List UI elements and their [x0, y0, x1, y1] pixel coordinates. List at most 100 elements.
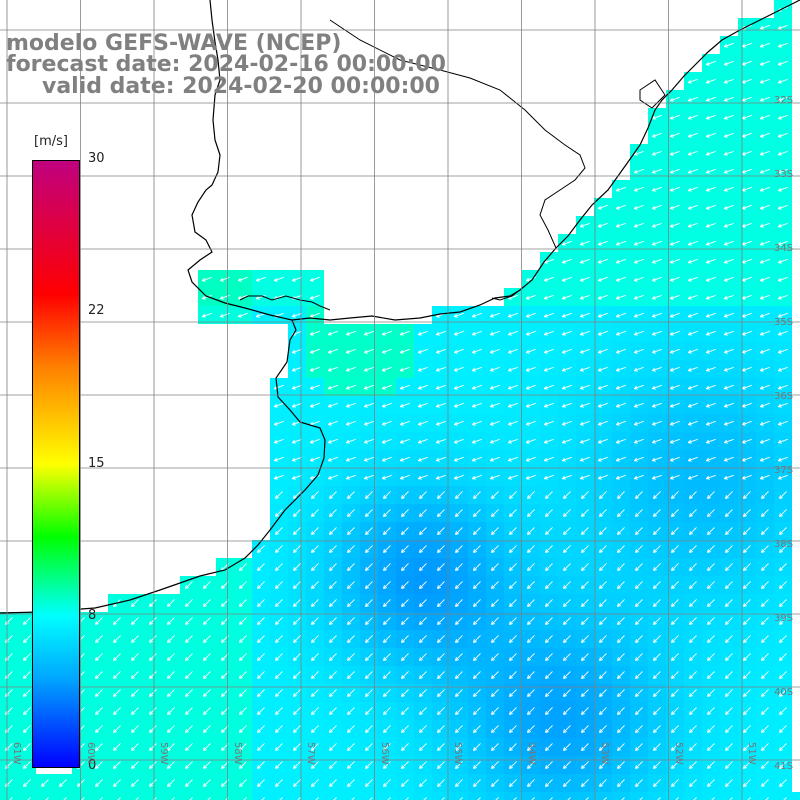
wind-arrow	[688, 258, 698, 264]
wind-arrow-head	[725, 657, 727, 661]
wind-arrow-head	[779, 551, 783, 553]
wind-arrow-head	[131, 729, 133, 733]
wind-arrow-head	[580, 262, 584, 264]
wind-arrow	[310, 276, 320, 282]
wind-arrow	[292, 402, 302, 408]
wind-arrow-head	[149, 713, 153, 715]
wind-arrow-head	[525, 403, 529, 408]
wind-arrow-head	[383, 713, 387, 715]
wind-arrow	[724, 294, 734, 300]
wind-arrow-head	[617, 749, 621, 751]
wind-arrow-head	[383, 549, 385, 553]
wind-arrow-head	[671, 531, 673, 535]
wind-arrow	[364, 420, 374, 426]
wind-arrow-head	[23, 767, 27, 769]
wind-arrow	[562, 438, 572, 444]
wind-arrow-head	[598, 244, 602, 246]
wind-arrow-head	[761, 657, 763, 661]
wind-arrow	[310, 420, 320, 426]
wind-arrow	[113, 707, 121, 715]
wind-arrow-head	[651, 151, 655, 156]
wind-arrow-head	[329, 713, 333, 715]
wind-arrow-head	[382, 442, 386, 444]
field-cell	[522, 792, 540, 800]
wind-arrow-head	[707, 711, 709, 715]
wind-arrow	[311, 563, 319, 571]
wind-arrow-head	[113, 675, 115, 679]
wind-arrow-head	[525, 313, 529, 318]
wind-arrow-head	[669, 97, 673, 102]
wind-arrow	[783, 797, 787, 800]
wind-arrow	[670, 456, 680, 462]
wind-arrow	[653, 599, 661, 607]
wind-arrow	[657, 797, 661, 800]
wind-arrow-head	[401, 495, 403, 499]
wind-arrow-head	[419, 639, 421, 643]
wind-arrow-head	[473, 623, 477, 625]
wind-arrow	[527, 671, 535, 679]
wind-arrow-head	[761, 677, 765, 679]
wind-arrow	[455, 725, 463, 733]
wind-arrow	[99, 797, 103, 800]
wind-arrow	[364, 438, 374, 444]
wind-arrow	[95, 635, 103, 643]
field-cell	[324, 792, 342, 800]
wind-arrow-head	[724, 280, 728, 282]
wind-arrow-head	[599, 533, 603, 535]
wind-arrow-head	[365, 785, 369, 787]
wind-arrow	[346, 474, 356, 480]
wind-arrow	[513, 797, 517, 800]
wind-arrow-head	[221, 623, 225, 625]
wind-arrow-head	[437, 605, 441, 607]
wind-arrow	[328, 384, 338, 390]
wind-arrow	[671, 743, 679, 751]
wind-arrow	[418, 420, 428, 426]
wind-arrow-head	[597, 313, 601, 318]
field-cell	[378, 792, 396, 800]
wind-arrow-head	[167, 731, 171, 733]
wind-arrow-head	[743, 605, 747, 607]
wind-arrow-head	[401, 659, 405, 661]
wind-arrow-head	[669, 133, 673, 138]
wind-arrow-head	[633, 367, 637, 372]
wind-arrow-head	[779, 603, 781, 607]
wind-arrow-head	[491, 585, 493, 589]
wind-arrow-head	[437, 585, 439, 589]
wind-arrow-head	[309, 475, 313, 480]
wind-arrow-head	[545, 765, 547, 769]
wind-arrow	[383, 635, 391, 643]
wind-arrow-head	[777, 349, 781, 354]
wind-arrow	[346, 402, 356, 408]
wind-arrow	[23, 635, 31, 643]
wind-arrow	[491, 599, 499, 607]
wind-arrow	[743, 689, 751, 697]
wind-arrow-head	[671, 713, 675, 715]
wind-arrow-head	[743, 513, 745, 517]
field-cell	[756, 792, 774, 800]
wind-arrow-head	[309, 331, 313, 336]
wind-arrow	[688, 78, 698, 84]
wind-arrow-head	[419, 605, 423, 607]
wind-arrow-head	[237, 295, 241, 300]
wind-arrow-head	[759, 367, 763, 372]
wind-arrow-head	[328, 442, 332, 444]
wind-arrow	[617, 725, 625, 733]
wind-arrow-head	[563, 675, 565, 679]
wind-arrow-head	[527, 695, 531, 697]
wind-arrow-head	[688, 82, 692, 84]
wind-arrow-head	[365, 765, 367, 769]
wind-arrow-head	[599, 695, 603, 697]
wind-arrow-head	[760, 64, 764, 66]
wind-arrow-head	[777, 115, 781, 120]
wind-arrow	[526, 348, 536, 354]
wind-arrow-head	[455, 783, 457, 787]
wind-arrow	[707, 491, 715, 499]
wind-arrow-head	[256, 298, 260, 300]
wind-arrow-head	[561, 367, 565, 372]
wind-arrow-head	[688, 208, 692, 210]
wind-arrow-head	[615, 331, 619, 336]
wind-arrow-head	[401, 713, 405, 715]
wind-arrow-head	[382, 352, 386, 354]
wind-arrow	[724, 330, 734, 336]
wind-arrow	[23, 761, 31, 769]
